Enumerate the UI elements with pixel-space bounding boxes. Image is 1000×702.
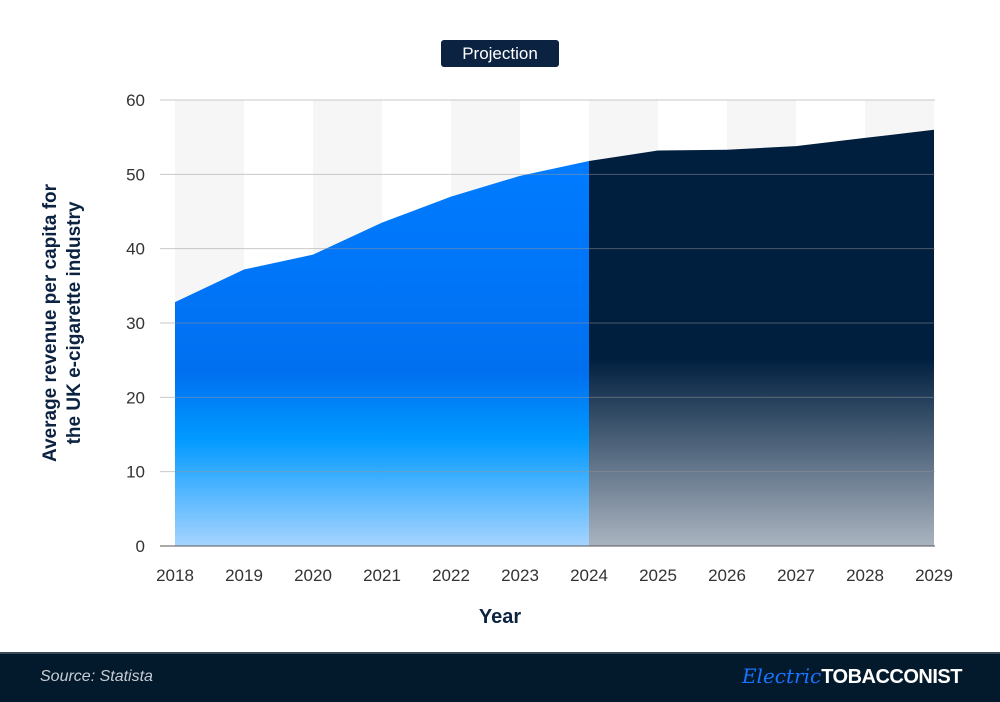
- x-axis-label: Year: [479, 606, 521, 628]
- y-tick-label: 50: [126, 165, 145, 184]
- x-tick-label: 2019: [225, 566, 263, 585]
- x-tick-label: 2023: [501, 566, 539, 585]
- x-tick-label: 2026: [708, 566, 746, 585]
- y-tick-label: 20: [126, 388, 145, 407]
- projection-area: [589, 129, 934, 546]
- y-axis-label-line2: the UK e-cigarette industry: [64, 201, 85, 444]
- projection-label: Projection: [462, 44, 538, 63]
- source-text: Source: Statista: [40, 668, 153, 685]
- y-tick-label: 60: [126, 91, 145, 110]
- projection-label-bg: [441, 40, 559, 67]
- x-tick-label: 2029: [915, 566, 953, 585]
- x-tick-label: 2027: [777, 566, 815, 585]
- x-tick-label: 2021: [363, 566, 401, 585]
- x-tick-label: 2022: [432, 566, 470, 585]
- area-chart: 0 10 20 30 40 50 60 2018 2019 2020 2021 2022 2023 202…: [40, 40, 953, 628]
- x-tick-label: 2025: [639, 566, 677, 585]
- y-tick-label: 40: [126, 240, 145, 259]
- x-tick-label: 2018: [156, 566, 194, 585]
- actual-area: [175, 160, 589, 546]
- x-tick-label: 2024: [570, 566, 608, 585]
- footer: Source: Statista ElectricTOBACCONIST: [0, 652, 1000, 702]
- y-axis-label-line1: Average revenue per capita for: [40, 183, 61, 462]
- y-tick-label: 30: [126, 314, 145, 333]
- y-tick-label: 10: [126, 463, 145, 482]
- brand-logo: ElectricTOBACCONIST: [741, 664, 963, 688]
- x-tick-label: 2028: [846, 566, 884, 585]
- y-tick-label: 0: [136, 537, 145, 556]
- x-tick-label: 2020: [294, 566, 332, 585]
